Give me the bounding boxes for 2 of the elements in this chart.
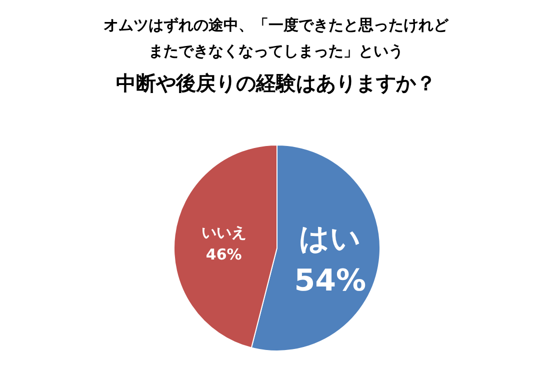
subtitle: 中断や後戻りの経験はありますか？ [116, 71, 436, 95]
title: オムツはずれの途中、「一度できたと思ったけれどまたできなくなってしまった」という [104, 16, 448, 60]
